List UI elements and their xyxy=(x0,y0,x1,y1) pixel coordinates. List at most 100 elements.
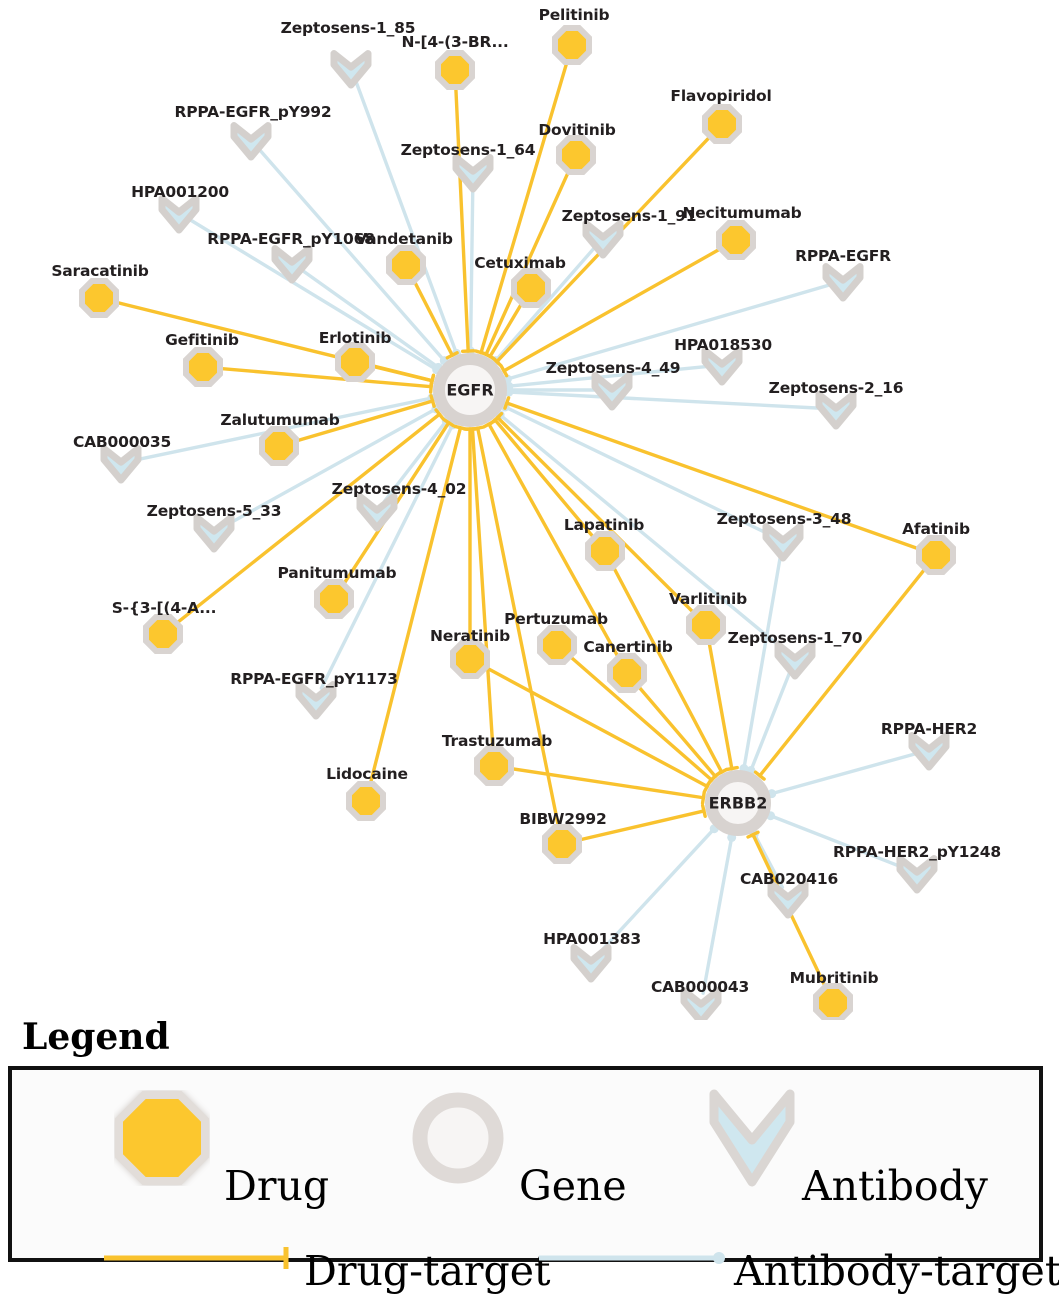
antibody-node-zeptosens-1_64[interactable] xyxy=(452,154,494,193)
edge-dovitinib-EGFR xyxy=(484,164,573,357)
drug-node-trastuzumab[interactable] xyxy=(474,746,514,786)
antibody-node-cab000043[interactable] xyxy=(680,987,722,1020)
legend-label-antibody: Antibody xyxy=(802,1162,988,1210)
antibody-node-rppa-egfr[interactable] xyxy=(822,263,864,302)
edge-rppa-egfr_py1068-EGFR xyxy=(300,268,440,370)
edge-erlotinib-EGFR xyxy=(364,363,434,383)
edge-cap-tbar xyxy=(429,393,436,408)
donut-icon xyxy=(412,1092,504,1184)
edge-zeptosens-1_70-ERBB2 xyxy=(749,668,793,773)
drug-node-saracatinib[interactable] xyxy=(79,278,119,318)
network-graph: Zeptosens-1_85 RPPA-EGFR_pY992 Zeptosens-1… xyxy=(51,6,1001,1020)
antibody-node-rppa-egfr_py1068[interactable] xyxy=(271,245,313,284)
drug-node-gefitinib[interactable] xyxy=(183,347,223,387)
drug-node-afatinib[interactable] xyxy=(916,535,956,575)
edge-cap-tbar xyxy=(753,770,766,781)
drug-node-cetuximab[interactable] xyxy=(511,268,551,308)
edge-cap-tbar xyxy=(709,771,722,782)
drug-node-zalutumumab[interactable] xyxy=(259,426,299,466)
edge-canertinib-ERBB2 xyxy=(633,680,717,779)
antibody-node-zeptosens-4_49[interactable] xyxy=(591,372,633,411)
gene-node-egfr[interactable] xyxy=(433,353,507,427)
antibody-node-rppa-her2_py1248[interactable] xyxy=(896,855,938,894)
edge-cap-tbar xyxy=(434,408,445,421)
edge-trastuzumab-EGFR xyxy=(470,427,495,756)
edge-rppa-her2_py1248-ERBB2 xyxy=(768,814,908,871)
drug-node-bibw2992[interactable] xyxy=(542,824,582,864)
antibody-node-cab000035[interactable] xyxy=(100,445,142,484)
edge-zeptosens-4_02-EGFR xyxy=(382,419,448,504)
edge-canertinib-EGFR xyxy=(487,422,623,665)
drug-node-n-4-3-br[interactable] xyxy=(435,50,475,90)
antibody-node-rppa-egfr_py992[interactable] xyxy=(230,122,272,161)
edge-rppa-egfr-EGFR xyxy=(505,282,834,381)
legend-section: Legend Drug Gene Antibody Drug-target An… xyxy=(0,1016,1059,1295)
edge-varlitinib-ERBB2 xyxy=(706,635,734,771)
edge-cap-tbar xyxy=(700,803,707,818)
drug-node-flavopiridol[interactable] xyxy=(702,104,742,144)
edge-zeptosens-1_85-EGFR xyxy=(353,77,459,356)
antibody-node-zeptosens-2_16[interactable] xyxy=(815,391,857,430)
antibody-node-hpa001383[interactable] xyxy=(570,944,612,983)
network-svg xyxy=(79,25,956,1020)
edge-zalutumumab-EGFR xyxy=(288,399,435,445)
legend-label-gene: Gene xyxy=(519,1162,627,1210)
edge-cap-tbar xyxy=(460,349,476,354)
circle-line-icon xyxy=(539,1252,725,1264)
edge-rppa-egfr_py1173-EGFR xyxy=(319,423,455,690)
gene-node-erbb2[interactable] xyxy=(705,770,771,836)
drug-node-pelitinib[interactable] xyxy=(552,25,592,65)
drug-node-neratinib[interactable] xyxy=(450,639,490,679)
drug-node-lapatinib[interactable] xyxy=(585,531,625,571)
antibody-node-zeptosens-5_33[interactable] xyxy=(193,514,235,553)
antibody-node-zeptosens-1_85[interactable] xyxy=(330,50,372,89)
edge-cap-tbar xyxy=(746,830,760,839)
chevron-icon xyxy=(709,1089,795,1187)
antibody-node-rppa-her2[interactable] xyxy=(908,732,950,771)
edge-zeptosens-1_91-EGFR xyxy=(493,245,597,363)
edge-cap-tbar xyxy=(482,419,496,429)
edge-rppa-egfr_py992-EGFR xyxy=(257,147,447,363)
edge-hpa001200-EGFR xyxy=(187,217,439,372)
drug-node-erlotinib[interactable] xyxy=(335,342,375,382)
legend-box: Drug Gene Antibody Drug-target Antibody-… xyxy=(8,1066,1059,1295)
edge-zeptosens-3_48-EGFR xyxy=(503,405,774,538)
edge-cab020416-ERBB2 xyxy=(752,832,785,890)
edge-hpa018530-EGFR xyxy=(507,364,712,388)
edge-lapatinib-EGFR xyxy=(493,418,599,544)
drug-node-necitumumab[interactable] xyxy=(716,220,756,260)
drug-node-varlitinib[interactable] xyxy=(686,605,726,645)
antibody-node-rppa-egfr_py1173[interactable] xyxy=(295,681,337,720)
antibody-node-hpa018530[interactable] xyxy=(701,347,743,386)
drug-node-s-3-4-a[interactable] xyxy=(143,614,183,654)
edge-cap-tbar xyxy=(724,765,739,772)
edge-afatinib-ERBB2 xyxy=(758,562,931,778)
drug-node-pertuzumab[interactable] xyxy=(537,625,577,665)
edge-cab000043-ERBB2 xyxy=(701,835,734,995)
drug-node-dovitinib[interactable] xyxy=(556,135,596,175)
drug-node-mubritinib[interactable] xyxy=(813,983,853,1020)
octagon-icon xyxy=(115,1091,209,1185)
antibody-node-zeptosens-1_91[interactable] xyxy=(582,220,624,259)
antibody-node-zeptosens-3_48[interactable] xyxy=(762,523,804,562)
antibody-node-cab020416[interactable] xyxy=(767,880,809,919)
edge-afatinib-EGFR xyxy=(505,401,927,553)
edge-zeptosens-5_33-EGFR xyxy=(222,407,438,528)
edge-zeptosens-1_64-EGFR xyxy=(468,182,475,353)
drug-node-lidocaine[interactable] xyxy=(346,781,386,821)
edge-cap-tbar xyxy=(700,790,706,805)
antibody-node-hpa001200[interactable] xyxy=(158,195,200,234)
edge-pelitinib-EGFR xyxy=(479,54,571,355)
edge-cap-tbar xyxy=(499,364,509,378)
edge-pertuzumab-ERBB2 xyxy=(564,651,714,782)
legend-title: Legend xyxy=(22,1016,170,1058)
antibody-node-zeptosens-4_02[interactable] xyxy=(356,493,398,532)
edge-hpa001383-ERBB2 xyxy=(597,826,716,955)
legend-label-drug: Drug xyxy=(224,1162,330,1210)
edge-cap-tbar xyxy=(429,373,436,388)
drug-node-canertinib[interactable] xyxy=(607,653,647,693)
antibody-node-zeptosens-1_70[interactable] xyxy=(774,641,816,680)
drug-node-vandetanib[interactable] xyxy=(386,245,426,285)
drug-node-panitumumab[interactable] xyxy=(314,579,354,619)
edge-s-3-4-a-EGFR xyxy=(170,412,442,629)
